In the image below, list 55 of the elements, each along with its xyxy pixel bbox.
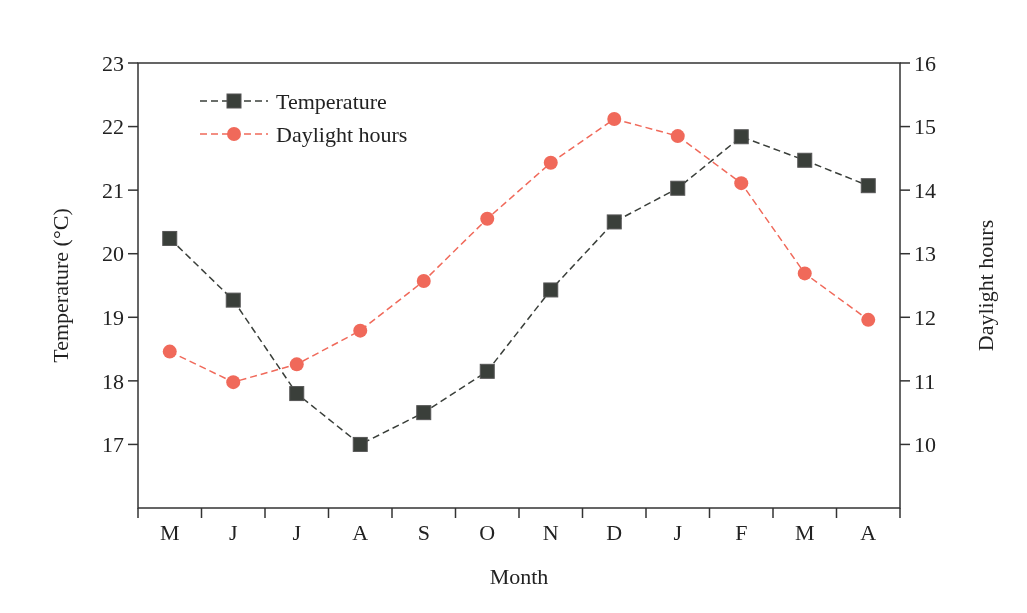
x-tick-label: D [606, 520, 623, 545]
point [543, 282, 559, 298]
y2-tick-label: 16 [914, 50, 936, 76]
y2-axis-title: Daylight hours [973, 219, 998, 352]
point [162, 344, 177, 359]
point [416, 274, 431, 289]
y-tick-label: 22 [102, 114, 124, 140]
y2-tick-label: 13 [914, 241, 936, 267]
y-tick-label: 18 [102, 368, 124, 394]
y-tick-label: 21 [102, 177, 124, 203]
x-tick-label: M [794, 520, 815, 545]
y2-tick-label: 10 [914, 432, 936, 458]
x-tick-label: S [417, 520, 430, 545]
point [289, 357, 304, 372]
y2-tick-label: 11 [914, 368, 936, 394]
x-tick-label: J [228, 520, 238, 545]
point [479, 363, 495, 379]
x-tick-label: A [352, 520, 369, 545]
point [670, 180, 686, 196]
y-tick-label: 23 [102, 50, 124, 76]
point [226, 375, 241, 390]
point [543, 155, 558, 170]
point [734, 176, 749, 191]
point [607, 111, 622, 126]
point [860, 178, 876, 194]
y2-tick-label: 14 [914, 177, 936, 203]
x-tick-label: J [673, 520, 683, 545]
point [353, 323, 368, 338]
x-axis-title: Month [489, 564, 549, 589]
y2-tick-label: 15 [914, 114, 936, 140]
point [797, 266, 812, 281]
point [352, 436, 368, 452]
point [733, 129, 749, 145]
point [861, 312, 876, 327]
x-tick-label: A [860, 520, 877, 545]
y-tick-label: 19 [102, 304, 124, 330]
point [416, 405, 432, 421]
y-tick-label: 17 [102, 432, 124, 458]
point [606, 214, 622, 230]
x-tick-label: F [735, 520, 748, 545]
x-tick-label: N [542, 520, 559, 545]
point [162, 230, 178, 246]
point [797, 152, 813, 168]
x-tick-label: O [479, 520, 496, 545]
legend-label: Temperature [276, 88, 387, 114]
legend-label: Daylight hours [276, 121, 408, 147]
point [480, 211, 495, 226]
y-tick-label: 20 [102, 241, 124, 267]
point [289, 386, 305, 402]
y2-tick-label: 12 [914, 304, 936, 330]
x-tick-label: J [292, 520, 302, 545]
x-tick-label: M [159, 520, 180, 545]
point [225, 292, 241, 308]
point [670, 129, 685, 144]
y-axis-title: Temperature (°C) [48, 208, 73, 363]
